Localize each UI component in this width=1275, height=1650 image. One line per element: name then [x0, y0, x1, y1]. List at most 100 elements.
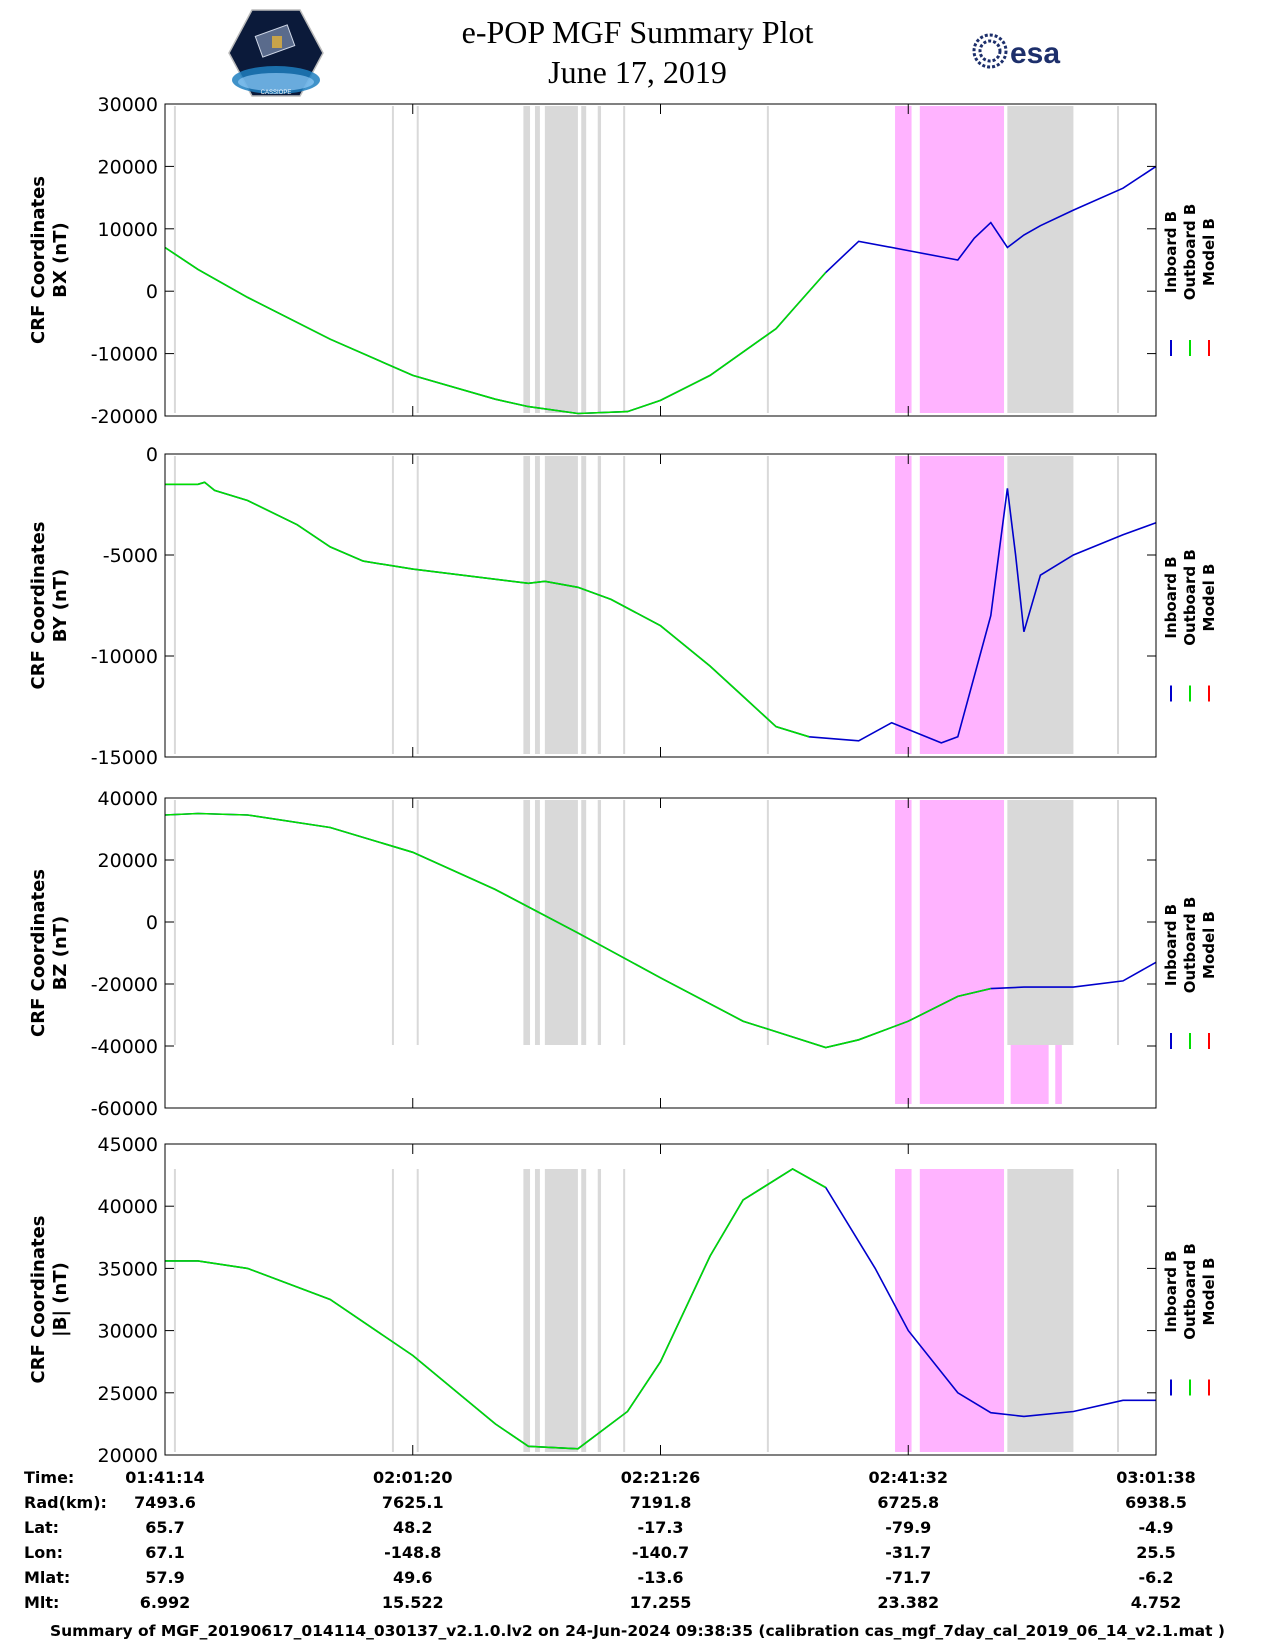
data-gap-band: [523, 1169, 531, 1452]
series-line-outboard: [164, 812, 991, 1049]
legend-label: Inboard B: [1162, 904, 1180, 986]
data-gap-band: [534, 1169, 540, 1452]
highlight-band: [919, 106, 1005, 413]
y-tick-label: -40000: [91, 1036, 158, 1058]
table-cell: 4.752: [1131, 1593, 1182, 1612]
data-gap-band: [581, 456, 587, 754]
y-tick-label: -15000: [91, 747, 158, 769]
data-gap-band: [534, 456, 540, 754]
highlight-band: [1010, 1045, 1049, 1104]
data-gap-band: [1007, 800, 1074, 1045]
chart-panel-1: 30000 20000 10000 0 -10000 -20000 CRF Coordina…: [28, 94, 1218, 428]
table-cell: 6938.5: [1125, 1493, 1187, 1512]
table-row-label: Rad(km):: [24, 1493, 107, 1512]
y-axis-label-line: CRF Coordinates: [28, 869, 49, 1037]
legend-label: Inboard B: [1162, 1250, 1180, 1332]
table-cell: 67.1: [145, 1543, 184, 1562]
series-line-outboard: [165, 1167, 827, 1450]
y-axis-label-line: |B| (nT): [50, 1262, 71, 1337]
table-cell: -13.6: [637, 1568, 683, 1587]
data-gap-band: [581, 800, 587, 1045]
table-cell: -140.7: [632, 1543, 689, 1562]
table-cell: 17.255: [630, 1593, 692, 1612]
data-gap-band: [597, 456, 602, 754]
y-tick-label: 30000: [98, 1321, 158, 1343]
data-gap-band: [581, 1169, 587, 1452]
data-gap-band: [523, 106, 531, 413]
y-tick-label: -10000: [91, 344, 158, 366]
table-cell: 02:41:32: [868, 1468, 948, 1487]
table-cell: 15.522: [382, 1593, 444, 1612]
table-cell: 7493.6: [134, 1493, 196, 1512]
data-gap-band: [597, 106, 602, 413]
y-axis-label: CRF CoordinatesBZ (nT): [28, 869, 71, 1037]
table-row-label: Time:: [24, 1468, 74, 1487]
legend: Inboard B Outboard B Model B: [1162, 1243, 1218, 1396]
data-gap-band: [534, 106, 540, 413]
chart-panel-4: 45000 40000 35000 30000 25000 20000 CRF Coordi…: [28, 1134, 1218, 1467]
table-cell: -17.3: [637, 1518, 683, 1537]
y-tick-label: -20000: [91, 974, 158, 996]
table-row-label: Lon:: [24, 1543, 63, 1562]
legend-label: Inboard B: [1162, 211, 1180, 293]
table-row-label: Lat:: [24, 1518, 59, 1537]
table-cell: 03:01:38: [1116, 1468, 1196, 1487]
data-gap-band: [597, 1169, 602, 1452]
data-gap-band: [1007, 456, 1074, 754]
data-gap-band: [1007, 1169, 1074, 1452]
highlight-band: [919, 1169, 1005, 1452]
data-gap-band: [581, 106, 587, 413]
legend-label: Inboard B: [1162, 556, 1180, 638]
y-tick-label: 35000: [98, 1258, 158, 1280]
y-tick-label: -60000: [91, 1098, 158, 1120]
series-line-outboard: [164, 246, 827, 415]
y-tick-label: -5000: [103, 545, 158, 567]
legend-label: Outboard B: [1181, 897, 1199, 994]
table-cell: -148.8: [384, 1543, 441, 1562]
table-cell: -79.9: [885, 1518, 931, 1537]
y-tick-label: 20000: [98, 1445, 158, 1467]
legend: Inboard B Outboard B Model B: [1162, 549, 1218, 702]
highlight-band: [895, 456, 912, 754]
y-axis-label: CRF Coordinates|B| (nT): [28, 1216, 71, 1384]
y-tick-label: 25000: [98, 1383, 158, 1405]
chart-panel-2: 0 -5000 -10000 -15000 CRF CoordinatesBY (nT)…: [28, 444, 1218, 769]
esa-logo: esa: [972, 33, 1060, 70]
highlight-band: [895, 1169, 912, 1452]
plot-title: e-POP MGF Summary Plot: [461, 14, 814, 50]
table-cell: 7625.1: [382, 1493, 444, 1512]
table-cell: 02:21:26: [621, 1468, 701, 1487]
y-tick-label: 20000: [98, 156, 158, 178]
table-cell: 49.6: [393, 1568, 432, 1587]
y-tick-label: 45000: [98, 1134, 158, 1156]
y-tick-label: 40000: [98, 1196, 158, 1218]
legend: Inboard B Outboard B Model B: [1162, 897, 1218, 1049]
chart-panel-3: 40000 20000 0 -20000 -40000 -60000 CRF Coordin…: [28, 788, 1218, 1120]
data-gap-band: [597, 800, 602, 1045]
y-axis-label-line: BY (nT): [50, 569, 71, 643]
y-tick-label: 20000: [98, 850, 158, 872]
y-axis-label: CRF CoordinatesBY (nT): [28, 522, 71, 690]
data-gap-band: [1007, 106, 1074, 413]
y-tick-label: 10000: [98, 219, 158, 241]
y-tick-label: -20000: [91, 406, 158, 428]
data-gap-band: [544, 456, 578, 754]
table-cell: 7191.8: [630, 1493, 692, 1512]
highlight-band: [895, 800, 912, 1104]
data-gap-band: [534, 800, 540, 1045]
legend: Inboard B Outboard B Model B: [1162, 204, 1218, 356]
y-axis-label-line: BX (nT): [50, 222, 71, 297]
table-cell: 6725.8: [877, 1493, 939, 1512]
y-tick-label: 40000: [98, 788, 158, 810]
table-cell: 65.7: [145, 1518, 184, 1537]
table-row-label: Mlat:: [24, 1568, 70, 1587]
table-cell: 25.5: [1136, 1543, 1175, 1562]
ephemeris-table: Time: Rad(km): Lat: Lon: Mlat: Mlt: 01:41:14 74…: [24, 1468, 1196, 1612]
legend-label: Model B: [1200, 218, 1218, 286]
highlight-band: [895, 106, 912, 413]
data-gap-band: [523, 456, 531, 754]
legend-label: Model B: [1200, 564, 1218, 632]
y-tick-label: 30000: [98, 94, 158, 116]
y-axis-label-line: BZ (nT): [50, 916, 71, 991]
